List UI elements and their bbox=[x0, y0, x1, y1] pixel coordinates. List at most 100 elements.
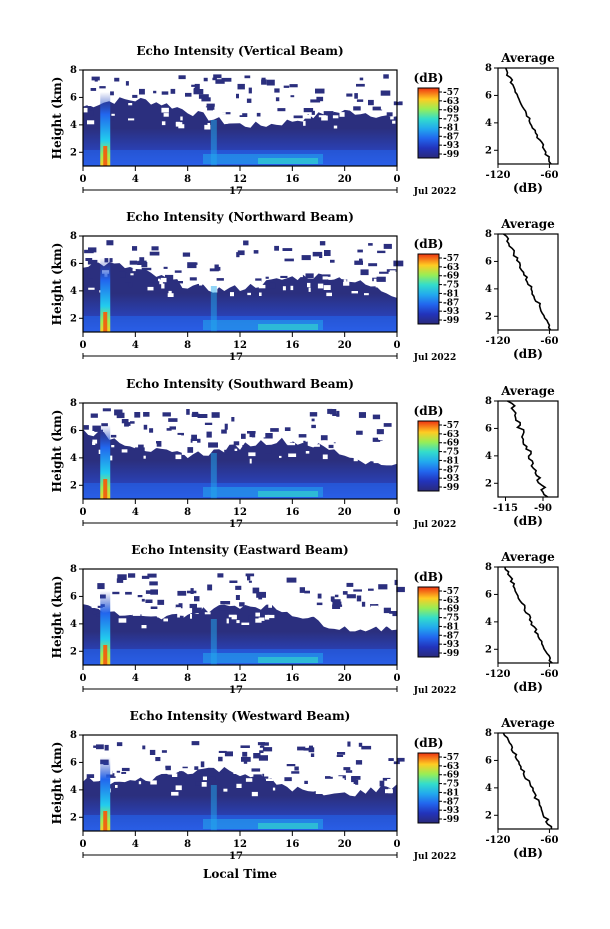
avg-x-label: (dB) bbox=[513, 680, 543, 694]
colorbar-tick: -87 bbox=[443, 132, 459, 142]
avg-x-tick: -120 bbox=[485, 170, 510, 181]
colorbar-tick: -69 bbox=[443, 771, 459, 781]
colorbar-tick: -81 bbox=[443, 456, 459, 466]
avg-y-tick: 4 bbox=[485, 118, 492, 129]
panel-0: Echo Intensity (Vertical Beam) 2 4 6 8 Height… bbox=[50, 44, 559, 197]
avg-x-tick: -115 bbox=[493, 503, 518, 514]
avg-y-tick: 2 bbox=[485, 644, 492, 655]
panel-1: Echo Intensity (Northward Beam) 2 4 6 8 Heigh… bbox=[50, 210, 559, 363]
x-tick-label: 12 bbox=[233, 174, 247, 185]
avg-x-tick: -60 bbox=[540, 835, 558, 846]
y-tick-label: 8 bbox=[70, 564, 77, 575]
y-axis-label: Height (km) bbox=[50, 576, 64, 659]
x-tick-label: 8 bbox=[184, 673, 191, 684]
day-label: 17 bbox=[229, 186, 243, 197]
y-tick-label: 4 bbox=[70, 120, 77, 131]
colorbar-tick: -93 bbox=[443, 474, 459, 484]
colorbar-tick: -81 bbox=[443, 289, 459, 299]
day-label: 17 bbox=[229, 519, 243, 530]
avg-y-tick: 4 bbox=[485, 451, 492, 462]
x-tick-label: 8 bbox=[184, 340, 191, 351]
avg-y-tick: 4 bbox=[485, 783, 492, 794]
y-tick-label: 4 bbox=[70, 785, 77, 796]
x-tick-label: 20 bbox=[338, 174, 352, 185]
colorbar bbox=[417, 586, 440, 658]
panel-title: Echo Intensity (Westward Beam) bbox=[130, 709, 351, 723]
avg-y-tick: 6 bbox=[485, 589, 492, 600]
heatmap bbox=[83, 403, 399, 499]
colorbar-tick: -99 bbox=[443, 649, 459, 659]
avg-y-tick: 8 bbox=[485, 229, 492, 240]
x-tick-label: 20 bbox=[338, 507, 352, 518]
x-tick-label: 16 bbox=[285, 839, 299, 850]
colorbar-tick: -69 bbox=[443, 106, 459, 116]
colorbar-tick: -57 bbox=[443, 753, 459, 763]
heatmap bbox=[83, 236, 404, 332]
panel-2: Echo Intensity (Southward Beam) 2 4 6 8 Heigh… bbox=[50, 377, 559, 530]
x-tick-label: 12 bbox=[233, 673, 247, 684]
colorbar-unit: (dB) bbox=[414, 71, 444, 85]
heatmap bbox=[83, 70, 403, 166]
avg-y-tick: 2 bbox=[485, 810, 492, 821]
x-tick-label: 20 bbox=[338, 340, 352, 351]
day-label: 17 bbox=[229, 685, 243, 696]
colorbar-tick: -75 bbox=[443, 780, 459, 790]
x-tick-label: 12 bbox=[233, 340, 247, 351]
y-tick-label: 6 bbox=[70, 757, 77, 768]
colorbar-tick: -75 bbox=[443, 281, 459, 291]
avg-y-tick: 6 bbox=[485, 256, 492, 267]
colorbar-tick: -81 bbox=[443, 622, 459, 632]
colorbar-unit: (dB) bbox=[414, 570, 444, 584]
x-tick-label: 4 bbox=[132, 839, 139, 850]
panel-3: Echo Intensity (Eastward Beam) 2 4 6 8 Height… bbox=[50, 543, 559, 696]
average-title: Average bbox=[500, 384, 555, 398]
heatmap bbox=[83, 735, 405, 831]
x-tick-label: 8 bbox=[184, 839, 191, 850]
y-tick-label: 2 bbox=[70, 646, 77, 657]
average-title: Average bbox=[500, 217, 555, 231]
panel-title: Echo Intensity (Eastward Beam) bbox=[131, 543, 348, 557]
x-tick-label: 20 bbox=[338, 839, 352, 850]
y-tick-label: 2 bbox=[70, 313, 77, 324]
avg-x-tick: -120 bbox=[485, 835, 510, 846]
avg-y-tick: 8 bbox=[485, 396, 492, 407]
avg-y-tick: 2 bbox=[485, 145, 492, 156]
panel-title: Echo Intensity (Vertical Beam) bbox=[136, 44, 343, 58]
average-profile-line bbox=[504, 67, 552, 165]
y-tick-label: 2 bbox=[70, 812, 77, 823]
colorbar-tick: -75 bbox=[443, 115, 459, 125]
colorbar-tick: -99 bbox=[443, 316, 459, 326]
y-tick-label: 8 bbox=[70, 730, 77, 741]
colorbar-tick: -87 bbox=[443, 465, 459, 475]
day-label: 17 bbox=[229, 851, 243, 862]
y-tick-label: 2 bbox=[70, 147, 77, 158]
y-tick-label: 6 bbox=[70, 591, 77, 602]
avg-y-tick: 8 bbox=[485, 728, 492, 739]
colorbar-tick: -57 bbox=[443, 587, 459, 597]
date-label: Jul 2022 bbox=[413, 187, 456, 197]
avg-x-label: (dB) bbox=[513, 846, 543, 860]
x-tick-label: 4 bbox=[132, 174, 139, 185]
colorbar-tick: -87 bbox=[443, 797, 459, 807]
avg-y-tick: 2 bbox=[485, 478, 492, 489]
average-profile-line bbox=[504, 566, 553, 664]
y-tick-label: 4 bbox=[70, 453, 77, 464]
colorbar bbox=[417, 253, 440, 325]
colorbar-tick: -57 bbox=[443, 88, 459, 98]
x-tick-label: 0 bbox=[394, 507, 401, 518]
heatmap bbox=[83, 569, 405, 665]
colorbar-tick: -63 bbox=[443, 263, 459, 273]
colorbar-tick: -75 bbox=[443, 614, 459, 624]
x-tick-label: 16 bbox=[285, 174, 299, 185]
colorbar-tick: -69 bbox=[443, 272, 459, 282]
x-tick-label: 4 bbox=[132, 673, 139, 684]
date-label: Jul 2022 bbox=[413, 686, 456, 696]
colorbar bbox=[417, 420, 440, 492]
avg-y-tick: 8 bbox=[485, 562, 492, 573]
x-tick-label: 4 bbox=[132, 340, 139, 351]
avg-x-tick: -120 bbox=[485, 669, 510, 680]
x-tick-label: 8 bbox=[184, 507, 191, 518]
y-tick-label: 6 bbox=[70, 425, 77, 436]
colorbar-tick: -93 bbox=[443, 806, 459, 816]
